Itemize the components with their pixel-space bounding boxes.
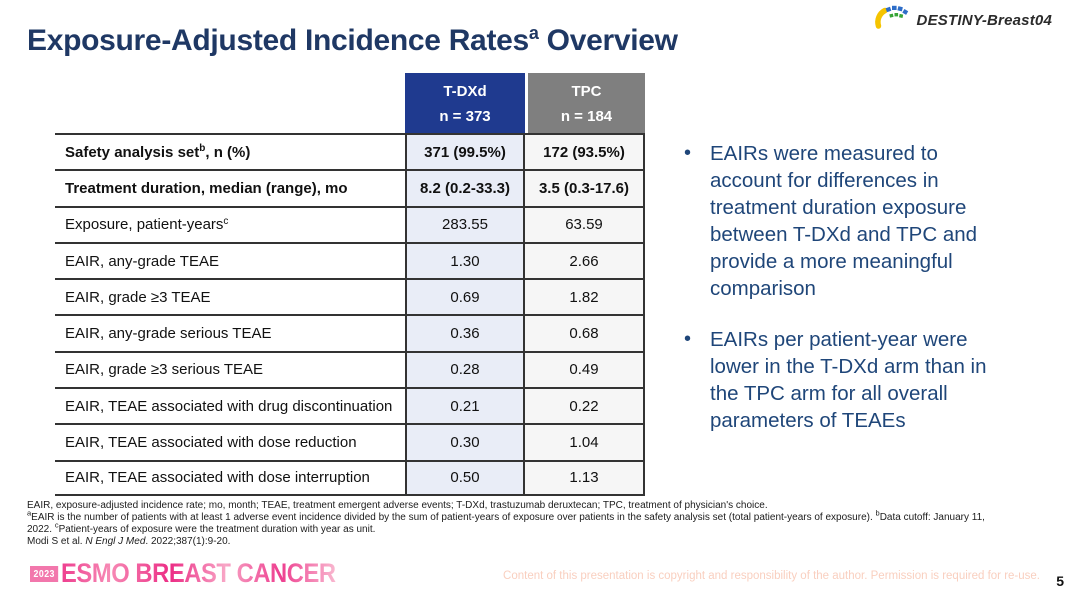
tdxd-value: 283.55 — [405, 207, 525, 242]
tpc-value: 2.66 — [525, 243, 645, 279]
tdxd-value: 0.50 — [405, 461, 525, 494]
year-badge: 2023 — [30, 565, 59, 582]
tdxd-value: 0.36 — [405, 316, 525, 351]
tdxd-value: 0.28 — [405, 352, 525, 388]
tpc-value: 0.22 — [525, 389, 645, 424]
copyright-notice: Content of this presentation is copyrigh… — [503, 570, 1040, 582]
bullet-point: EAIRs were measured to account for diffe… — [684, 140, 1014, 302]
row-label: EAIR, any-grade serious TEAE — [55, 316, 405, 351]
destiny-fan-icon — [873, 5, 911, 35]
table-row: EAIR, TEAE associated with drug disconti… — [55, 387, 645, 424]
title-superscript: a — [528, 23, 539, 43]
row-label: EAIR, grade ≥3 serious TEAE — [55, 352, 405, 388]
conference-name: ESMO BREAST CANCER — [61, 558, 336, 588]
row-label: EAIR, TEAE associated with drug disconti… — [55, 389, 405, 424]
page-number: 5 — [1056, 573, 1064, 589]
abbreviations-line: EAIR, exposure-adjusted incidence rate; … — [27, 500, 768, 511]
row-label: EAIR, grade ≥3 TEAE — [55, 280, 405, 315]
footnotes: EAIR, exposure-adjusted incidence rate; … — [27, 500, 1062, 548]
row-label: EAIR, any-grade TEAE — [55, 243, 405, 279]
citation-line: Modi S et al. N Engl J Med. 2022;387(1):… — [27, 536, 231, 547]
tpc-value: 0.68 — [525, 316, 645, 351]
tpc-value: 63.59 — [525, 207, 645, 242]
table-header-row: T-DXd n = 373 TPC n = 184 — [405, 73, 645, 133]
trial-name: DESTINY-Breast04 — [916, 11, 1052, 29]
row-label: Treatment duration, median (range), mo — [55, 171, 405, 206]
column-header-tpc: TPC n = 184 — [525, 73, 645, 133]
row-label: Exposure, patient-years c — [55, 207, 405, 242]
tdxd-value: 0.21 — [405, 389, 525, 424]
tdxd-value: 0.30 — [405, 425, 525, 460]
eair-table: T-DXd n = 373 TPC n = 184 Safety analysi… — [55, 73, 645, 496]
tpc-value: 3.5 (0.3-17.6) — [525, 171, 645, 206]
table-body: Safety analysis set b, n (%) 371 (99.5%) … — [55, 133, 645, 496]
tpc-value: 1.82 — [525, 280, 645, 315]
tdxd-value: 0.69 — [405, 280, 525, 315]
bullet-text: EAIRs were measured to account for diffe… — [710, 142, 978, 300]
tdxd-value: 371 (99.5%) — [405, 135, 525, 170]
tdxd-value: 1.30 — [405, 243, 525, 279]
column-header-tdxd: T-DXd n = 373 — [405, 73, 525, 133]
table-row: EAIR, grade ≥3 serious TEAE 0.28 0.49 — [55, 350, 645, 388]
table-row: EAIR, TEAE associated with dose reductio… — [55, 423, 645, 460]
key-points: EAIRs were measured to account for diffe… — [684, 140, 1014, 458]
row-label: EAIR, TEAE associated with dose reductio… — [55, 425, 405, 460]
bullet-text: EAIRs per patient-year were lower in the… — [710, 328, 987, 432]
esmo-breast-cancer-logo: 2023 ESMO BREAST CANCER — [30, 558, 336, 589]
tpc-value: 0.49 — [525, 352, 645, 388]
table-row: Exposure, patient-years c 283.55 63.59 — [55, 205, 645, 242]
page-title: Exposure-Adjusted Incidence Ratesa Overv… — [27, 23, 678, 57]
footnote-c-line: 2022. cPatient-years of exposure were th… — [27, 520, 376, 535]
table-row: EAIR, grade ≥3 TEAE 0.69 1.82 — [55, 278, 645, 315]
row-label: EAIR, TEAE associated with dose interrup… — [55, 461, 405, 494]
row-label: Safety analysis set b, n (%) — [55, 135, 405, 170]
trial-logo: DESTINY-Breast04 — [873, 5, 1052, 35]
tpc-value: 1.13 — [525, 461, 645, 494]
table-row: EAIR, any-grade serious TEAE 0.36 0.68 — [55, 314, 645, 351]
table-row: Treatment duration, median (range), mo 8… — [55, 169, 645, 206]
tpc-value: 172 (93.5%) — [525, 135, 645, 170]
tpc-value: 1.04 — [525, 425, 645, 460]
footnote-a-b-line: aEAIR is the number of patients with at … — [27, 508, 985, 523]
table-row: EAIR, any-grade TEAE 1.30 2.66 — [55, 241, 645, 279]
table-row: Safety analysis set b, n (%) 371 (99.5%) … — [55, 133, 645, 170]
table-row: EAIR, TEAE associated with dose interrup… — [55, 459, 645, 496]
tdxd-value: 8.2 (0.2-33.3) — [405, 171, 525, 206]
bullet-point: EAIRs per patient-year were lower in the… — [684, 326, 1014, 434]
